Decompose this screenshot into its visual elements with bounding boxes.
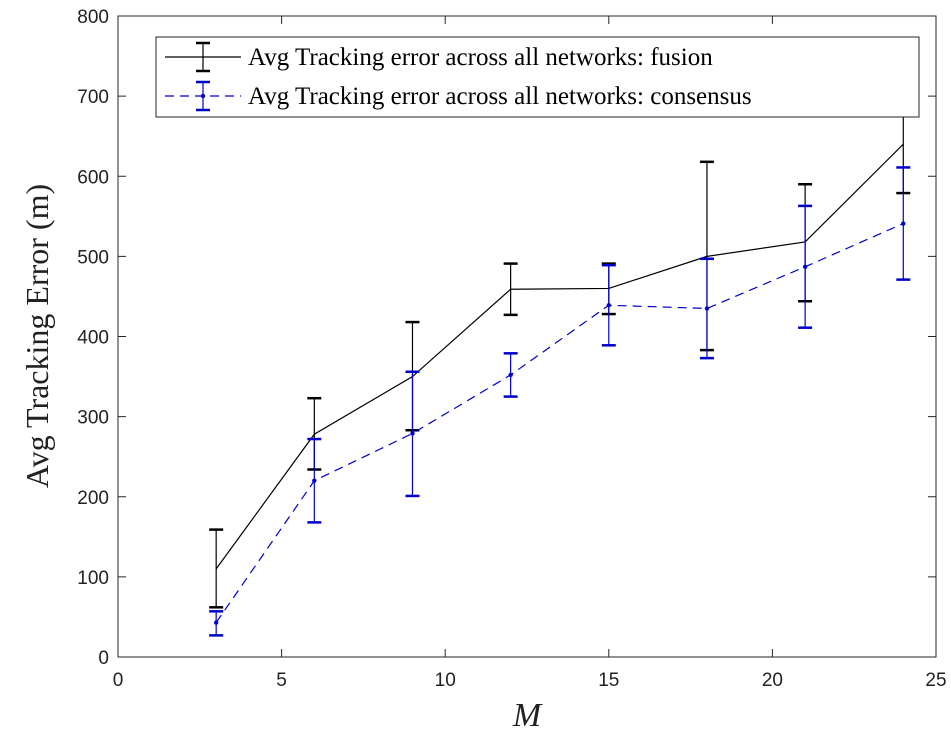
data-point (606, 303, 611, 308)
x-tick-label: 5 (276, 670, 287, 691)
y-tick-label: 300 (77, 408, 109, 429)
series-line (215, 143, 904, 570)
series-line (215, 222, 904, 623)
y-tick-label: 100 (77, 568, 109, 589)
data-layer (209, 94, 911, 637)
series-1 (209, 94, 911, 609)
y-tick-label: 600 (77, 167, 109, 188)
data-point (410, 431, 415, 436)
series-2 (209, 166, 911, 637)
x-tick-label: 10 (435, 670, 456, 691)
y-tick-label: 700 (77, 87, 109, 108)
y-tick-label: 400 (77, 328, 109, 349)
data-point (901, 221, 906, 226)
y-tick-label: 200 (77, 488, 109, 509)
y-tick-label: 800 (77, 7, 109, 28)
x-tick-label: 20 (762, 670, 783, 691)
data-point (508, 372, 513, 378)
legend-box (155, 36, 920, 118)
x-tick-label: 15 (598, 670, 619, 691)
data-point (704, 306, 710, 311)
data-point (213, 620, 219, 625)
legend-item-1: Avg Tracking error across all networks: … (165, 41, 713, 73)
y-tick-label: 0 (98, 648, 109, 669)
y-tick-label: 500 (77, 247, 109, 268)
legend-label: Avg Tracking error across all networks: … (248, 83, 752, 110)
data-point (312, 478, 317, 483)
legend-label: Avg Tracking error across all networks: … (248, 44, 713, 71)
axes-layer: 0 5 10 15 20 25 0 100 200 300 400 500 600 700 800 (77, 7, 946, 691)
y-axis-label: Avg Tracking Error (m) (19, 184, 55, 488)
plot-area (118, 16, 936, 657)
legend: Avg Tracking error across all networks: … (155, 36, 920, 118)
legend-marker (200, 93, 206, 99)
x-tick-label: 0 (113, 670, 124, 691)
x-axis-label: M (512, 697, 543, 734)
x-tick-label: 25 (925, 670, 946, 691)
data-point (802, 264, 808, 269)
legend-item-2: Avg Tracking error across all networks: … (165, 80, 752, 112)
